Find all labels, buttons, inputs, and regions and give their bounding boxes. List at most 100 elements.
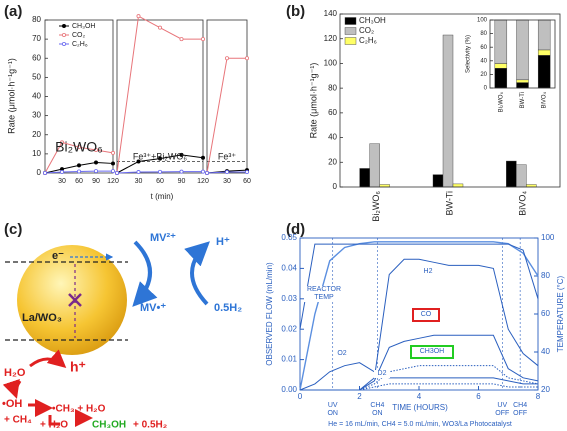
y-tick-label: 40 — [480, 58, 487, 64]
bar — [516, 164, 527, 188]
y-axis-label: Rate (μmol·h⁻¹g⁻¹) — [6, 58, 16, 134]
x-axis-label: t (min) — [151, 192, 174, 201]
species-label: MV•⁺ — [140, 302, 166, 314]
data-point — [136, 159, 141, 164]
legend-label: C₂H₆ — [72, 41, 88, 48]
y-tick-label: 30 — [32, 111, 41, 120]
reaction-arrow — [28, 399, 53, 417]
catalyst-particle — [17, 245, 127, 355]
y-axis-label: Selectivity (%) — [466, 35, 472, 73]
plot-frame — [489, 19, 556, 89]
data-point — [136, 170, 141, 175]
reaction-arrow — [48, 415, 60, 426]
subplot-frame — [206, 19, 248, 174]
panel-label: (a) — [4, 3, 22, 20]
data-point — [60, 170, 65, 175]
series-label: CO — [412, 308, 440, 322]
bar — [432, 174, 444, 188]
data-point — [111, 161, 116, 166]
x-tick-label: 60 — [75, 178, 83, 185]
y-tick-label: 70 — [32, 34, 41, 43]
legend-label: CO₂ — [359, 26, 374, 35]
y-tick-label: 60 — [328, 108, 337, 117]
data-point — [244, 170, 249, 175]
bar — [359, 168, 370, 188]
x-axis-label: TIME (HOURS) — [392, 403, 448, 412]
x-tick-label: 30 — [135, 178, 143, 185]
data-point — [111, 150, 116, 155]
species-label: + CH₄ — [4, 415, 32, 426]
y-tick-label: 0.05 — [281, 233, 297, 242]
series-line — [299, 243, 539, 330]
bar-segment — [537, 49, 551, 56]
data-point — [157, 169, 162, 174]
data-point — [94, 169, 99, 174]
data-point — [224, 56, 229, 61]
footnote: He = 16 mL/min, CH4 = 5.0 mL/min, WO3/La… — [328, 421, 512, 428]
y-tick-label: 120 — [324, 34, 338, 43]
y-tick-label: 40 — [32, 92, 41, 101]
electron-label: e⁻ — [52, 250, 64, 262]
y-tick-label: 0.04 — [281, 264, 297, 273]
y2-tick-label: 100 — [541, 233, 555, 242]
x-tick-label: Bi₂WO₆ — [498, 91, 504, 112]
data-point — [77, 163, 82, 168]
legend-label: C₂H₆ — [359, 36, 377, 45]
mv-arrow — [132, 240, 158, 307]
series-label: H2 — [418, 268, 438, 276]
x-tick-label: 2 — [357, 392, 362, 401]
x-tick-label: BiVO₄ — [518, 191, 528, 216]
y-tick-label: 60 — [480, 45, 487, 51]
species-label: 0.5H₂ — [214, 302, 242, 314]
data-point — [111, 169, 116, 174]
species-label: + H₂O — [40, 420, 68, 431]
x-tick-label: 60 — [156, 178, 164, 185]
y-tick-label: 20 — [328, 157, 337, 166]
data-point — [224, 170, 229, 175]
data-point — [136, 14, 141, 19]
series-line — [116, 15, 203, 174]
bar-segment — [494, 63, 508, 69]
species-label: •OH — [2, 398, 22, 410]
species-label: H⁺ — [216, 236, 230, 248]
y-tick-label: 60 — [32, 53, 41, 62]
bar — [452, 183, 464, 188]
event-label: CH4 OFF — [513, 402, 528, 417]
y2-tick-label: 40 — [541, 347, 550, 356]
event-label: UV ON — [327, 402, 338, 417]
x-tick-label: 120 — [107, 178, 119, 185]
legend-label: CH₃OH — [359, 16, 386, 25]
y-tick-label: 10 — [32, 149, 41, 158]
species-label: •CH₃ + H₂O — [52, 404, 106, 415]
data-point — [115, 170, 120, 175]
data-point — [200, 169, 205, 174]
hole-arrow — [29, 349, 67, 368]
y2-tick-label: 20 — [541, 385, 550, 394]
y-tick-label: 100 — [477, 18, 488, 24]
series-line — [300, 383, 538, 391]
panel-label: (b) — [286, 3, 305, 20]
data-point — [77, 145, 82, 150]
y-tick-label: 40 — [328, 133, 337, 142]
x-tick-label: 90 — [92, 178, 100, 185]
y2-tick-label: 80 — [541, 271, 550, 280]
product-label: + 0.5H₂ — [133, 420, 167, 431]
x-tick-label: 120 — [197, 178, 209, 185]
series-label: REACTOR TEMP — [304, 286, 344, 302]
diagram: e⁻ MV²⁺ MV•⁺ H⁺ 0.5H₂ La/WO₃ h⁺ H₂O •OH … — [2, 232, 242, 431]
hole-label: h⁺ — [70, 359, 86, 375]
bar-segment — [537, 55, 551, 89]
event-label: CH4 ON — [370, 402, 385, 417]
x-tick-label: 6 — [476, 392, 481, 401]
y-tick-label: 0 — [484, 86, 488, 92]
bar-segment — [494, 19, 508, 64]
y-axis-label: OBSERVED FLOW (mL/min) — [265, 262, 274, 366]
x-tick-label: 30 — [223, 178, 231, 185]
data-point — [179, 169, 184, 174]
y-tick-label: 100 — [324, 59, 338, 68]
legend-marker — [62, 33, 67, 38]
subplot-label: Bi₂WO₆ — [55, 139, 103, 155]
y-axis-label: Rate (μmol·h⁻¹g⁻¹) — [308, 63, 318, 139]
mv-arrow — [184, 241, 210, 306]
